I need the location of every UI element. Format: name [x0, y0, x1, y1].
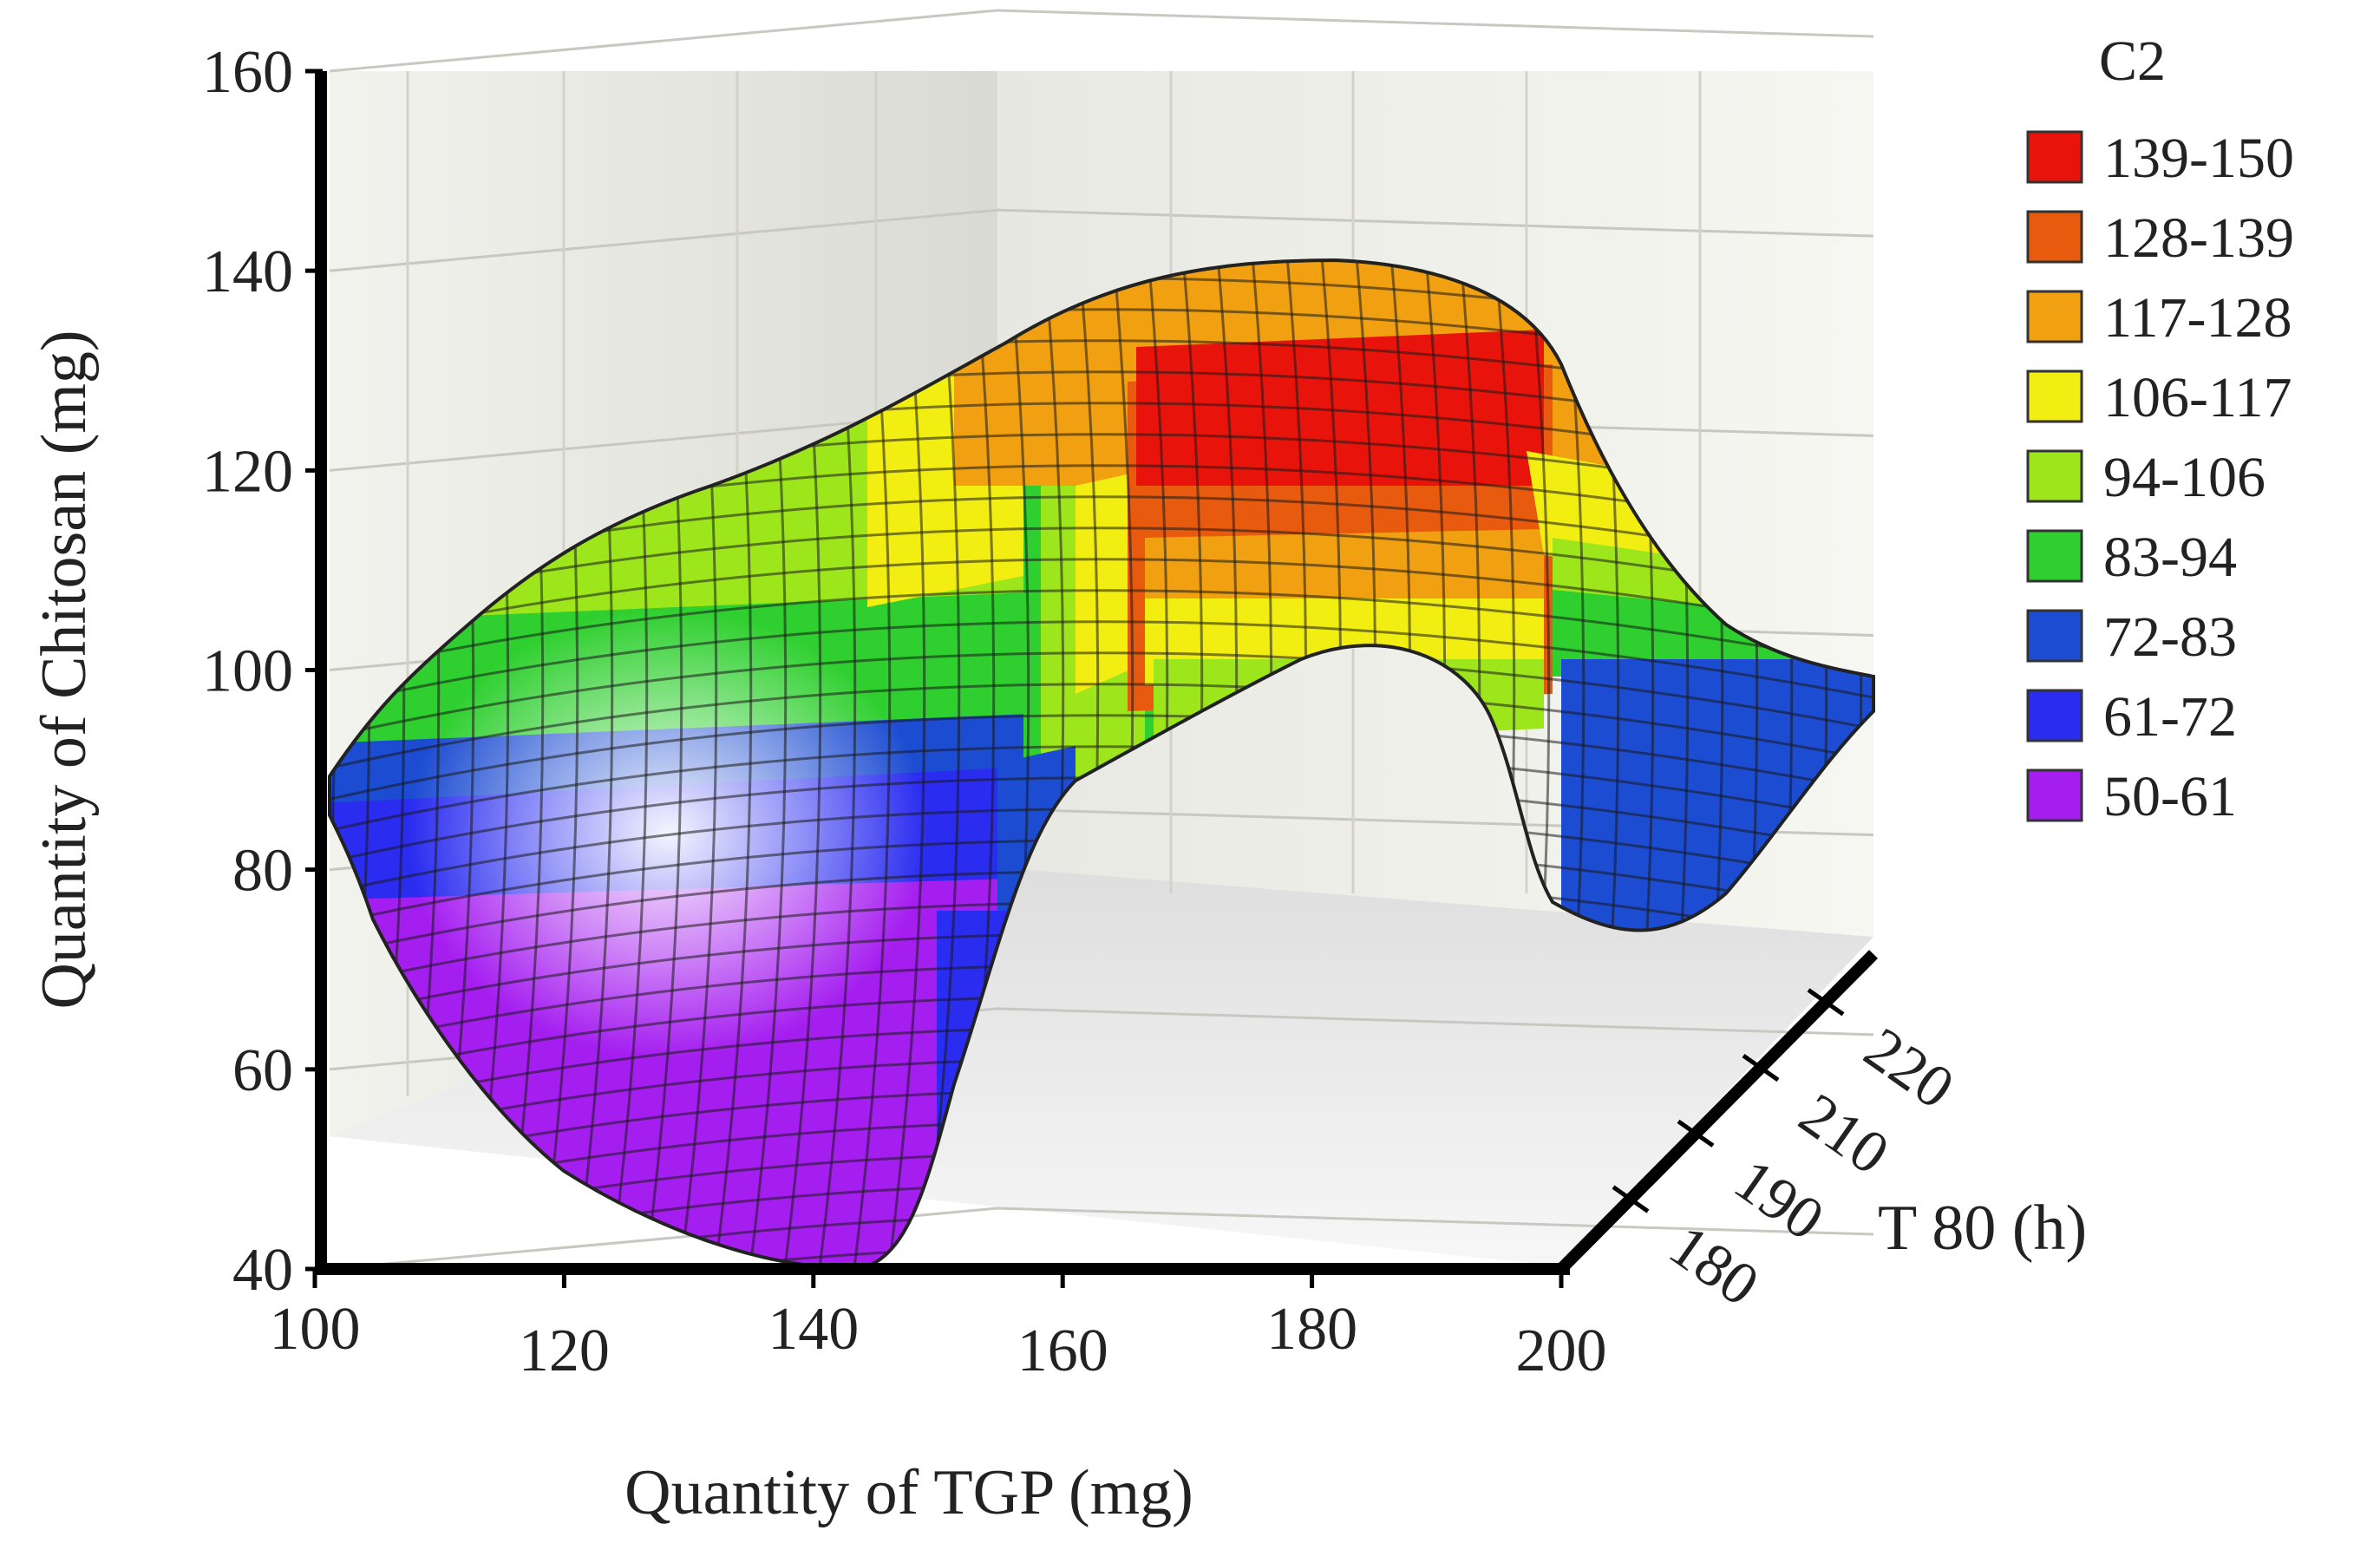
mesh-line [330, 651, 1873, 755]
x-axis-title: Quantity of TGP (mg) [624, 1457, 1193, 1528]
z-tick-label: 220 [1853, 1015, 1965, 1122]
mesh-line [330, 260, 337, 1268]
x-tick-label: 100 [270, 1296, 361, 1363]
legend-label: 117-128 [2103, 286, 2292, 350]
y-axis-ticks: 40 60 80 100 120 140 160 [202, 39, 323, 1304]
legend-swatch [2026, 768, 2083, 822]
wall-gridline [997, 1007, 1874, 1037]
mesh-line [330, 558, 1873, 661]
z-tick-label: 190 [1723, 1147, 1835, 1253]
wall-gridline [997, 208, 1874, 238]
y-tick-label: 40 [232, 1237, 293, 1304]
z-tick-label: 210 [1788, 1081, 1900, 1187]
legend-swatch [2026, 290, 2083, 343]
wall-gridline [997, 9, 1874, 38]
legend-swatch [2026, 689, 2083, 742]
mesh-line [330, 589, 1873, 692]
y-tick-label: 80 [232, 838, 293, 905]
mesh-line [330, 620, 1873, 723]
legend-label: 128-139 [2103, 206, 2294, 270]
wall-gridline [329, 208, 998, 272]
legend-title: C2 [2099, 29, 2166, 93]
z-tick [1742, 1054, 1780, 1082]
z-tick [1612, 1185, 1650, 1213]
legend-swatch [2026, 529, 2083, 583]
legend-swatch [2026, 370, 2083, 423]
wall-gridline [329, 9, 998, 73]
legend-label: 83-94 [2103, 526, 2237, 589]
legend-swatch [2026, 449, 2083, 503]
legend-label: 72-83 [2103, 605, 2237, 669]
y-tick-label: 160 [202, 39, 293, 106]
legend-label: 139-150 [2103, 127, 2294, 190]
surface-band-139-150 [1136, 330, 1544, 486]
z-axis-line [1557, 950, 1878, 1273]
y-axis-title: Quantity of Chitosan (mg) [29, 330, 100, 1009]
legend: C2 139-150 128-139 117-128 106-117 94-106 83-… [2026, 29, 2294, 828]
x-tick-label: 120 [519, 1318, 610, 1384]
z-tick [1807, 988, 1845, 1017]
legend-label: 94-106 [2103, 446, 2266, 509]
z-axis-title: T 80 (h) [1878, 1193, 2087, 1264]
legend-swatch [2026, 130, 2083, 184]
y-tick-label: 140 [202, 239, 293, 305]
y-tick-label: 60 [232, 1037, 293, 1104]
y-tick-label: 120 [202, 438, 293, 505]
z-tick [1677, 1119, 1715, 1148]
legend-label: 50-61 [2103, 765, 2237, 828]
mesh-line [330, 776, 1873, 880]
legend-label: 61-72 [2103, 685, 2237, 749]
x-tick-label: 200 [1516, 1318, 1607, 1384]
mesh-line [330, 745, 1873, 848]
x-tick-label: 180 [1266, 1296, 1357, 1363]
mesh-line [330, 683, 1873, 786]
legend-swatch [2026, 210, 2083, 264]
legend-label: 106-117 [2103, 366, 2292, 429]
x-tick-label: 140 [768, 1296, 859, 1363]
legend-swatch [2026, 609, 2083, 663]
y-tick-label: 100 [202, 638, 293, 705]
wall-gridline [997, 1207, 1874, 1236]
mesh-line [330, 714, 1873, 817]
x-tick-label: 160 [1017, 1318, 1108, 1384]
x-axis-ticks: 100 120 140 160 180 200 [270, 1269, 1607, 1384]
